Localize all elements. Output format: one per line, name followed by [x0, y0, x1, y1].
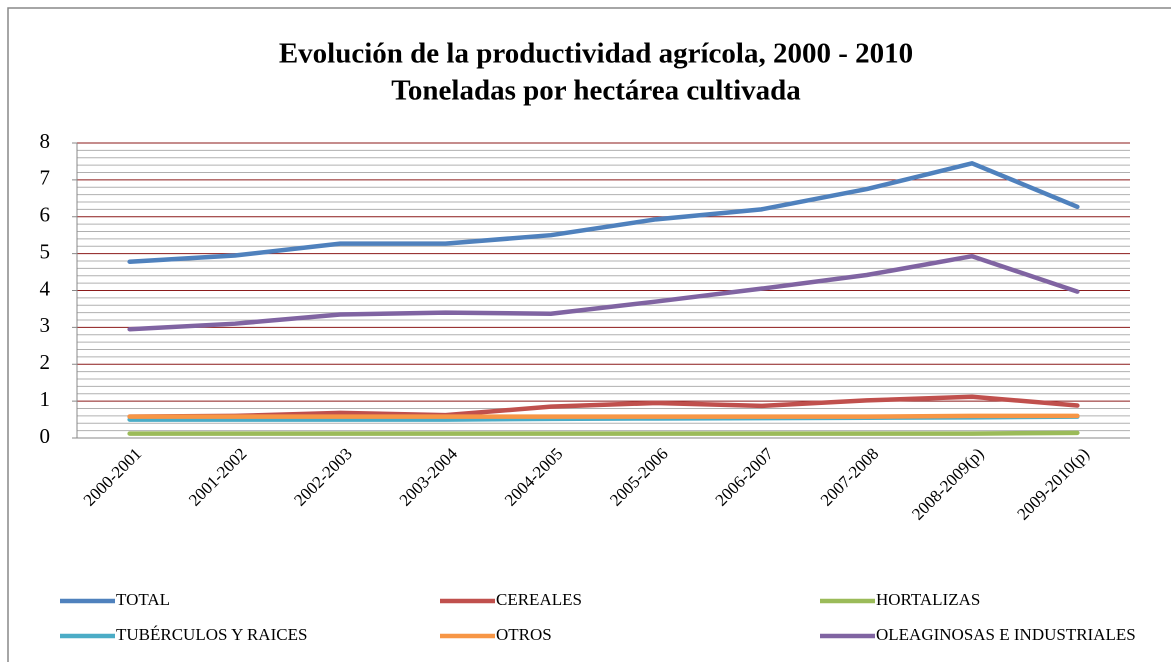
legend-label: HORTALIZAS	[876, 590, 980, 609]
y-tick-label: 3	[40, 313, 51, 337]
legend-label: OLEAGINOSAS E INDUSTRIALES	[876, 625, 1136, 644]
series-line	[127, 413, 1080, 419]
legend-label: CEREALES	[496, 590, 582, 609]
y-tick-label: 4	[40, 276, 51, 300]
legend-label: OTROS	[496, 625, 552, 644]
y-tick-label: 2	[40, 350, 51, 374]
y-tick-label: 7	[40, 166, 51, 190]
chart-subtitle: Toneladas por hectárea cultivada	[391, 75, 801, 107]
y-tick-label: 5	[40, 239, 51, 263]
series-line	[127, 161, 1080, 264]
y-tick-label: 6	[40, 203, 51, 227]
legend-label: TUBÉRCULOS Y RAICES	[116, 625, 307, 644]
legend-label: TOTAL	[116, 590, 170, 609]
y-tick-label: 1	[40, 387, 51, 411]
chart-title: Evolución de la productividad agrícola, …	[279, 38, 913, 70]
y-tick-label: 8	[40, 129, 51, 153]
y-tick-label: 0	[40, 424, 51, 448]
series-line	[127, 430, 1080, 436]
series-line	[127, 253, 1080, 332]
